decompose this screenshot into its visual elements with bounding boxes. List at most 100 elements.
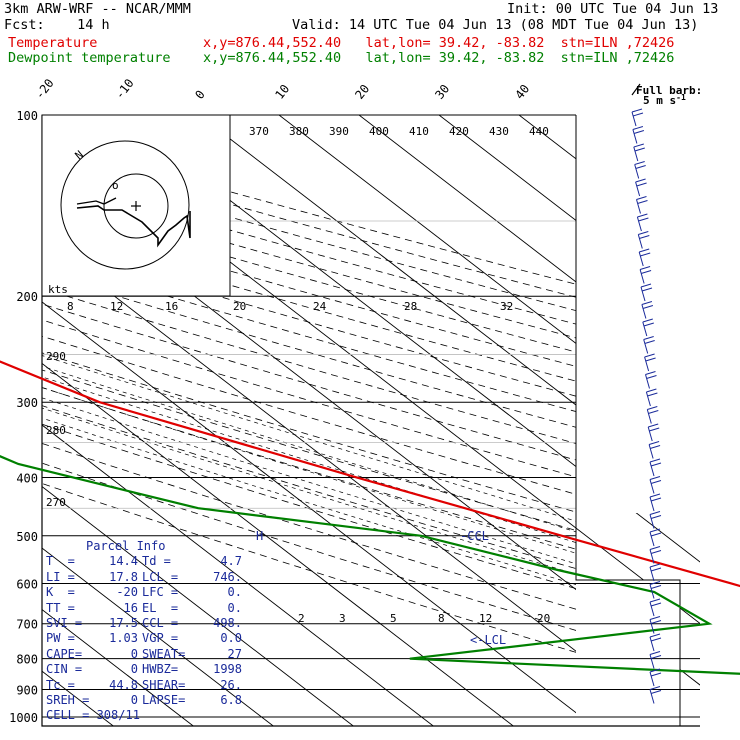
- wind-barb-staff: [649, 619, 655, 634]
- theta-label-380: 380: [289, 125, 309, 138]
- dry-adiabat: [42, 483, 576, 653]
- mixing-ratio-labels: 2 3 5 8 12 20: [298, 612, 550, 625]
- wind-barb-flag: [646, 388, 657, 393]
- temperature-label--20: -20: [32, 76, 56, 102]
- parcel-info-value: 26.: [220, 677, 242, 692]
- parcel-info-row: TT = 16 EL = 0.: [46, 601, 266, 616]
- parcel-info-value: 17.5: [109, 616, 138, 631]
- theta-label-440: 440: [529, 125, 549, 138]
- wind-barb-staff: [636, 216, 642, 232]
- wind-barb-flag: [646, 375, 657, 379]
- dry-adiabat: [42, 423, 576, 590]
- parcel-info-label: LFC =: [142, 585, 179, 600]
- wind-barb-flag: [639, 266, 651, 270]
- valid-time: Valid: 14 UTC Tue 04 Jun 13 (08 MDT Tue …: [292, 17, 699, 33]
- temperature-label-0: 0: [192, 88, 207, 102]
- pressure-label-600: 600: [16, 577, 38, 591]
- wind-barb-flag: [633, 143, 644, 148]
- wind-barb-staff: [638, 251, 644, 267]
- moist-adiabat: [42, 417, 576, 585]
- theta-label-420: 420: [449, 125, 469, 138]
- wind-barb-staff: [647, 426, 653, 442]
- wind-barb-staff: [642, 321, 648, 337]
- theta-labels: 370 380 390 400 410 420 430 440: [249, 125, 549, 138]
- parcel-info-row: PW = 1.03 VGP = 0.0: [46, 631, 266, 646]
- wind-barb-flag: [638, 217, 649, 222]
- wind-barb-staff: [646, 409, 652, 424]
- kts-label-16: 16: [165, 300, 178, 313]
- chart-frame-left-bottom: [41, 115, 700, 727]
- pressure-label-800: 800: [16, 653, 38, 667]
- parcel-info-label: LCL =: [142, 569, 179, 584]
- wind-barb-flag: [636, 196, 647, 200]
- mixing-ratio-label-12: 12: [479, 612, 492, 625]
- parcel-info-label: CCL =: [142, 616, 179, 631]
- ccl-annotation: -CCL: [460, 529, 489, 543]
- isotherm: [198, 115, 576, 406]
- theta-side-label-270: 270: [46, 496, 66, 509]
- parcel-info-label: PW =: [46, 631, 75, 646]
- pressure-label-1000: 1000: [9, 711, 38, 725]
- wind-barb-flag: [650, 690, 662, 694]
- pressure-label-200: 200: [16, 290, 38, 304]
- wind-barb-flag: [642, 305, 654, 309]
- mixing-ratio-label-2: 2: [298, 612, 305, 625]
- parcel-info-label: SHEAR=: [142, 677, 186, 692]
- wind-barb-flag: [649, 563, 661, 568]
- parcel-info-value: 27: [227, 646, 242, 661]
- parcel-info-value: 4.7: [220, 554, 242, 569]
- wind-barb-flag: [650, 602, 662, 607]
- wind-barb-flag: [643, 322, 654, 327]
- parcel-info-value: 0: [130, 693, 138, 708]
- wind-barb-staff: [631, 111, 637, 127]
- pressure-axis-labels: 100 200 300 400 500 600 700 800 900 1000: [9, 109, 38, 725]
- theta-label-370: 370: [249, 125, 269, 138]
- wind-barb-flag: [641, 287, 653, 292]
- wind-barb-staff: [635, 181, 641, 197]
- wind-barb-flag: [645, 371, 656, 375]
- lcl-annotation: <-LCL: [470, 633, 506, 647]
- parcel-info-row: K = -20 LFC = 0.: [46, 585, 266, 600]
- moist-adiabat-lines: [42, 355, 576, 585]
- wind-barb-staff: [639, 269, 645, 284]
- mixing-ratio-label-3: 3: [339, 612, 346, 625]
- parcel-info-value: -20: [116, 585, 138, 600]
- hodograph-ring-labels: 8 12 16 20 24 28 32: [67, 300, 513, 313]
- wind-barb-flag: [649, 445, 661, 449]
- theta-side-label-290: 290: [46, 350, 66, 363]
- parcel-info-value: 1998: [213, 662, 242, 677]
- wind-barb-staff: [641, 304, 647, 319]
- wind-barb-staff: [649, 566, 655, 582]
- theta-label-430: 430: [489, 125, 509, 138]
- parcel-info-value: 0.0: [220, 631, 242, 646]
- mixing-ratio-label-20: 20: [537, 612, 550, 625]
- parcel-info-label: LI =: [46, 569, 75, 584]
- wind-barb-flag: [635, 178, 646, 183]
- wind-barb-flag: [647, 406, 658, 410]
- parcel-info-value: 746.: [213, 569, 242, 584]
- isotherm: [42, 609, 195, 726]
- parcel-info-row: SVI = 17.5 CCL = 498.: [46, 616, 266, 631]
- isotherm: [438, 115, 576, 221]
- wind-barb-staff: [649, 461, 655, 477]
- dewpoint-location: x,y=876.44,552.40 lat,lon= 39.42, -83.82…: [203, 50, 675, 66]
- hodograph-inner-ring: [103, 173, 169, 239]
- moist-adiabat: [42, 355, 576, 522]
- parcel-info-label: CIN =: [46, 662, 83, 677]
- wind-barb-flag: [649, 616, 661, 620]
- wind-barb-flag: [631, 108, 643, 113]
- wind-barb-flag: [649, 528, 661, 533]
- wind-barb-flag: [649, 668, 661, 673]
- wind-barb-flag: [643, 336, 654, 340]
- wind-barb-staff: [649, 514, 655, 529]
- wind-barb-flag: [638, 231, 649, 235]
- hodograph: N o: [41, 114, 231, 297]
- kts-label-12: 12: [110, 300, 123, 313]
- temperature-legend: Temperature: [8, 35, 98, 51]
- wind-barb-flag: [637, 213, 648, 218]
- parcel-info-label: EL =: [142, 600, 179, 615]
- parcel-info-value: 498.: [213, 616, 242, 631]
- wind-barb-staff: [636, 199, 641, 214]
- theta-side-labels: 290 280 270: [46, 350, 66, 509]
